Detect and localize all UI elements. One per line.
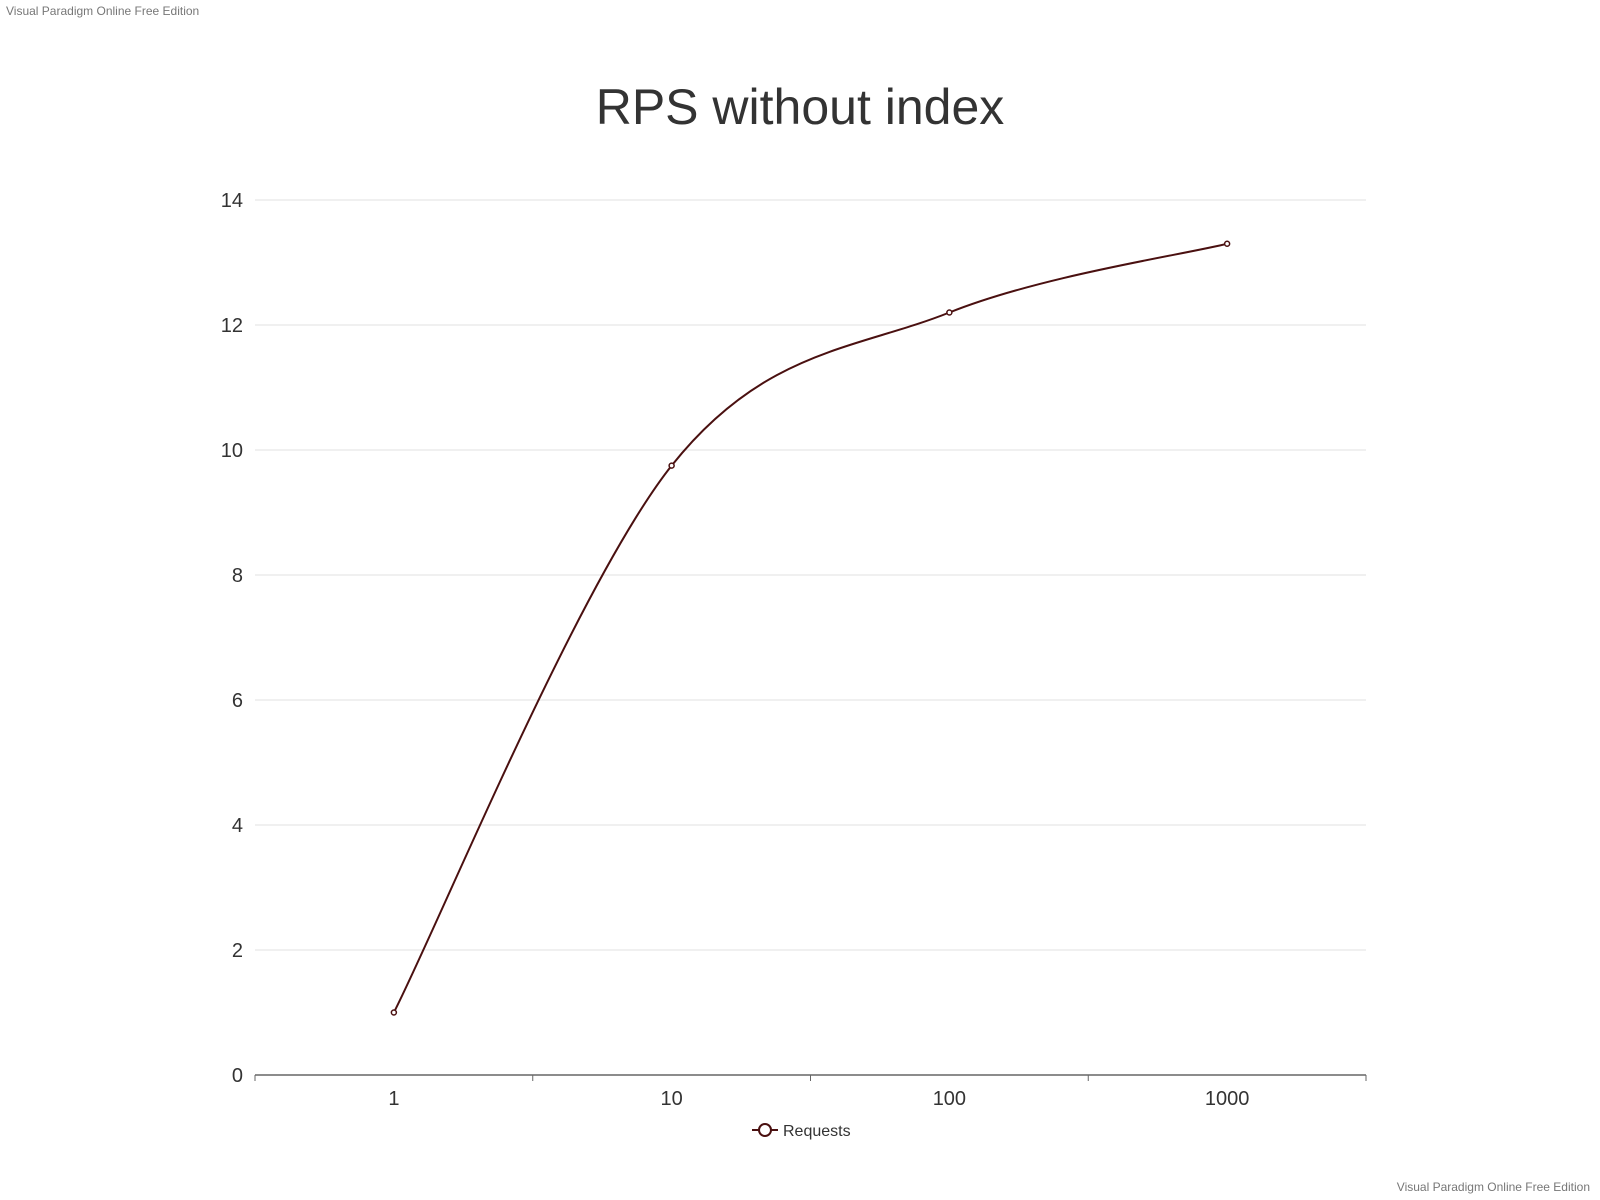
chart-title: RPS without index (595, 79, 1005, 135)
data-point[interactable] (390, 1009, 398, 1016)
series-line-0 (392, 242, 1228, 1013)
x-tick-label: 1 (388, 1088, 399, 1110)
data-point[interactable] (946, 309, 953, 316)
data-point[interactable] (1223, 240, 1231, 247)
x-tick-label: 1000 (1205, 1088, 1250, 1110)
series-layer (390, 240, 1231, 1016)
legend-label[interactable]: Requests (783, 1123, 851, 1140)
y-tick-label: 0 (232, 1065, 243, 1087)
legend: Requests (752, 1123, 851, 1140)
y-tick-label: 12 (221, 315, 243, 337)
axis-layer: 0 2 4 6 8 10 12 14 1 10 100 1000 (221, 190, 1367, 1110)
y-tick-label: 8 (232, 565, 243, 587)
y-tick-label: 6 (232, 690, 243, 712)
y-tick-label: 2 (232, 940, 243, 962)
x-tick-label: 100 (933, 1088, 966, 1110)
grid-layer (255, 199, 1366, 951)
watermark-bottom: Visual Paradigm Online Free Edition (1396, 1180, 1590, 1194)
legend-marker-icon (758, 1123, 772, 1137)
y-tick-label: 4 (232, 815, 243, 837)
y-tick-label: 14 (221, 190, 243, 212)
x-tick-label: 10 (661, 1088, 683, 1110)
data-point[interactable] (668, 462, 675, 469)
y-tick-label: 10 (221, 440, 243, 462)
watermark-top: Visual Paradigm Online Free Edition (6, 4, 200, 18)
